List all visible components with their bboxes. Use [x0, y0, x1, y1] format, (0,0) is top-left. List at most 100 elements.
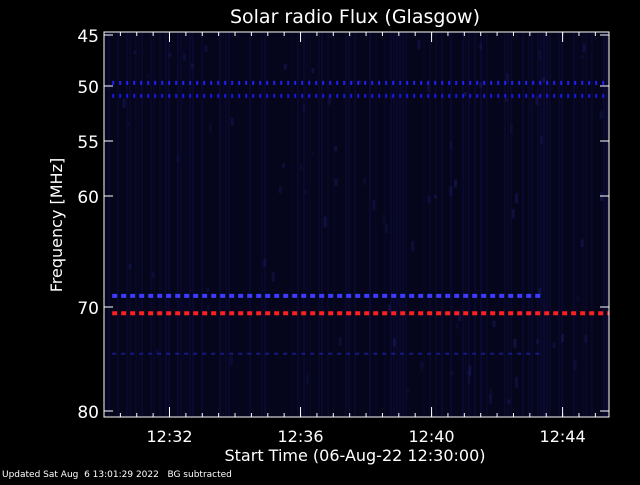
- noise-blotch: [504, 98, 508, 102]
- noise-streak: [558, 33, 560, 416]
- noise-blotch: [145, 74, 149, 79]
- noise-blotch: [204, 45, 208, 52]
- noise-blotch: [406, 388, 410, 394]
- noise-blotch: [573, 360, 577, 371]
- noise-streak: [228, 33, 230, 416]
- noise-streak: [219, 33, 221, 416]
- y-axis: 45 50 55 60 70 80: [77, 27, 609, 423]
- noise-blotch: [552, 342, 556, 348]
- noise-streak: [153, 33, 155, 416]
- noise-blotch: [454, 179, 458, 188]
- noise-blotch: [465, 370, 469, 375]
- noise-blotch: [363, 177, 367, 185]
- noise-streak: [486, 33, 488, 416]
- noise-streak: [177, 33, 179, 416]
- noise-blotch: [279, 186, 282, 194]
- noise-streak: [498, 33, 500, 416]
- noise-streak: [549, 33, 551, 416]
- noise-blotch: [151, 271, 155, 278]
- noise-streak: [480, 33, 482, 416]
- noise-streak: [138, 33, 140, 416]
- noise-streak: [522, 33, 524, 416]
- noise-blotch: [282, 163, 285, 168]
- noise-streak: [183, 33, 185, 416]
- noise-streak: [441, 33, 443, 416]
- noise-streak: [465, 33, 467, 416]
- x-tick-label: 12:36: [277, 427, 323, 446]
- noise-streak: [399, 33, 401, 416]
- noise-blotch: [283, 63, 287, 70]
- noise-blotch: [468, 365, 472, 376]
- noise-streak: [603, 33, 605, 416]
- noise-streak: [345, 33, 347, 416]
- noise-streak: [318, 33, 320, 416]
- noise-blotch: [449, 141, 453, 150]
- noise-streak: [435, 33, 437, 416]
- noise-blotch: [328, 96, 331, 105]
- noise-streak: [201, 33, 203, 416]
- noise-blotch: [133, 50, 137, 55]
- noise-blotch: [449, 186, 453, 196]
- noise-blotch: [505, 73, 509, 84]
- noise-streak: [126, 33, 128, 416]
- plot-frame: [103, 31, 610, 418]
- plot-area: [103, 31, 610, 418]
- noise-streak: [264, 33, 266, 416]
- noise-blotch: [536, 339, 540, 344]
- footer-status: Updated Sat Aug 6 13:01:29 2022 BG subtr…: [2, 470, 232, 480]
- noise-blotch: [489, 388, 493, 396]
- noise-blotch: [584, 334, 588, 343]
- noise-blotch: [311, 68, 315, 74]
- noise-blotch: [306, 374, 309, 384]
- x-tick-label: 12:44: [540, 427, 586, 446]
- noise-streak: [450, 33, 452, 416]
- noise-blotch: [515, 193, 518, 204]
- noise-blotch: [427, 195, 431, 204]
- noise-streak: [576, 33, 578, 416]
- noise-streak: [225, 33, 227, 416]
- noise-blotch: [510, 123, 513, 134]
- noise-blotch: [411, 240, 415, 252]
- noise-blotch: [388, 304, 391, 313]
- noise-streak: [546, 33, 548, 416]
- noise-blotch: [458, 310, 462, 322]
- noise-streak: [129, 33, 131, 416]
- noise-blotch: [540, 135, 544, 144]
- noise-streak: [429, 33, 431, 416]
- noise-streak: [537, 33, 539, 416]
- noise-blotch: [303, 190, 307, 194]
- noise-streak: [297, 33, 299, 416]
- noise-streak: [591, 33, 593, 416]
- noise-streak: [222, 33, 224, 416]
- noise-blotch: [334, 146, 338, 152]
- noise-streak: [354, 33, 356, 416]
- noise-blotch: [302, 104, 306, 112]
- noise-streak: [309, 33, 311, 416]
- noise-streak: [483, 33, 485, 416]
- noise-blotch: [561, 334, 564, 343]
- noise-blotch: [489, 394, 492, 404]
- noise-streak: [582, 33, 584, 416]
- noise-streak: [291, 33, 293, 416]
- noise-streak: [390, 33, 392, 416]
- noise-streak: [150, 33, 152, 416]
- noise-blotch: [338, 337, 342, 346]
- plot-background: [104, 32, 609, 417]
- noise-streak: [402, 33, 404, 416]
- noise-streak: [180, 33, 182, 416]
- noise-blotch: [582, 43, 586, 53]
- noise-blotch: [538, 50, 542, 60]
- noise-blotch: [351, 79, 355, 84]
- noise-streak: [384, 33, 386, 416]
- noise-blotch: [230, 117, 234, 126]
- noise-streak: [168, 33, 170, 416]
- noise-blotch: [206, 287, 210, 292]
- noise-streak: [237, 33, 239, 416]
- noise-blotch: [492, 320, 496, 327]
- noise-blotch: [122, 98, 126, 108]
- emission-bands: [112, 80, 609, 355]
- noise-blotch: [467, 374, 471, 385]
- noise-blotch: [299, 164, 303, 171]
